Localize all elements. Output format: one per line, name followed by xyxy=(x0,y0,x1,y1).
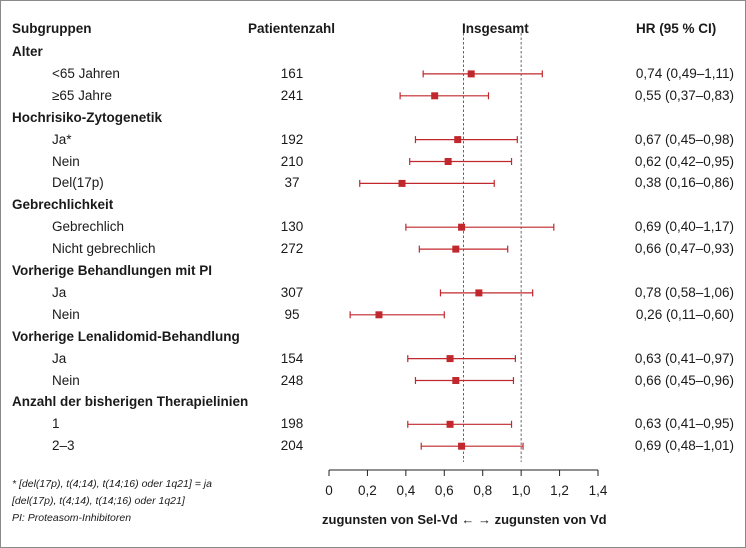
footnote-line-1: * [del(17p), t(4;14), t(14;16) oder 1q21… xyxy=(12,478,212,490)
hr-marker xyxy=(458,442,466,450)
subgroup-label: ≥65 Jahre xyxy=(52,87,112,103)
hr-marker xyxy=(446,355,454,363)
x-axis-label: zugunsten von Sel-Vd ← → zugunsten von V… xyxy=(322,512,607,527)
patient-count: 130 xyxy=(280,219,304,235)
group-label: Alter xyxy=(12,44,43,59)
footnote-line-2: [del(17p), t(4;14), t(14;16) oder 1q21] xyxy=(12,495,185,507)
subgroup-label: Ja xyxy=(52,284,67,300)
x-tick-label-1: 0,2 xyxy=(358,483,377,498)
patient-count: 37 xyxy=(284,175,300,191)
hr-marker xyxy=(375,311,383,319)
hr-marker xyxy=(458,223,466,231)
patient-count: 210 xyxy=(280,153,304,169)
subgroup-label: Nein xyxy=(52,306,80,322)
hr-value: 0,55 (0,37–0,83) xyxy=(634,87,734,103)
header-overall: Insgesamt xyxy=(462,21,529,36)
subgroup-label: Gebrechlich xyxy=(52,219,125,235)
header-subgroups: Subgruppen xyxy=(12,21,92,36)
header-hr: HR (95 % CI) xyxy=(636,21,717,36)
hr-value: 0,66 (0,47–0,93) xyxy=(634,241,734,257)
group-label: Gebrechlichkeit xyxy=(12,197,114,213)
patient-count: 204 xyxy=(280,438,304,454)
hr-marker xyxy=(452,245,460,253)
hr-value: 0,69 (0,48–1,01) xyxy=(634,438,734,454)
hr-marker xyxy=(431,92,439,100)
hr-value: 0,69 (0,40–1,17) xyxy=(634,219,734,235)
hr-value: 0,26 (0,11–0,60) xyxy=(635,306,734,322)
hr-value: 0,38 (0,16–0,86) xyxy=(634,175,734,191)
subgroup-label: Nein xyxy=(52,153,80,169)
patient-count: 272 xyxy=(280,241,304,257)
subgroup-label: 1 xyxy=(52,416,60,432)
hr-value: 0,63 (0,41–0,97) xyxy=(634,350,734,366)
patient-count: 95 xyxy=(284,306,300,322)
hr-marker xyxy=(467,70,475,78)
subgroup-label: Ja xyxy=(52,350,67,366)
x-tick-label-2: 0,4 xyxy=(396,483,415,498)
hr-value: 0,67 (0,45–0,98) xyxy=(634,131,734,147)
hr-marker xyxy=(475,289,483,297)
hr-marker xyxy=(398,179,406,187)
hr-value: 0,78 (0,58–1,06) xyxy=(634,284,734,300)
hr-value: 0,62 (0,42–0,95) xyxy=(634,153,734,169)
patient-count: 248 xyxy=(280,372,304,388)
patient-count: 154 xyxy=(280,350,304,366)
patient-count: 307 xyxy=(280,284,304,300)
group-label: Vorherige Behandlungen mit PI xyxy=(12,263,213,278)
x-tick-label-4: 0,8 xyxy=(473,483,492,498)
group-label: Anzahl der bisherigen Therapielinien xyxy=(12,394,249,410)
subgroup-label: 2–3 xyxy=(52,438,75,454)
hr-value: 0,74 (0,49–1,11) xyxy=(635,65,734,81)
x-tick-label-0: 0 xyxy=(325,483,333,498)
subgroup-label: Ja* xyxy=(52,131,72,147)
footnote-line-3: PI: Proteasom-Inhibitoren xyxy=(12,512,132,524)
subgroup-label: Nicht gebrechlich xyxy=(52,241,156,257)
x-tick-label-3: 0,6 xyxy=(435,483,454,498)
header-patients: Patientenzahl xyxy=(248,21,336,36)
hr-value: 0,63 (0,41–0,95) xyxy=(634,416,734,432)
hr-marker xyxy=(452,377,460,384)
hr-marker xyxy=(454,136,462,144)
group-label: Hochrisiko-Zytogenetik xyxy=(12,109,163,125)
x-tick-label-6: 1,2 xyxy=(550,483,569,498)
group-label: Vorherige Lenalidomid-Behandlung xyxy=(12,328,240,344)
hr-marker xyxy=(444,158,452,165)
hr-marker xyxy=(446,420,454,428)
patient-count: 241 xyxy=(280,87,304,103)
subgroup-label: Del(17p) xyxy=(52,175,104,191)
subgroup-label: Nein xyxy=(52,372,80,388)
patient-count: 198 xyxy=(280,416,304,432)
patient-count: 161 xyxy=(280,65,304,81)
hr-value: 0,66 (0,45–0,96) xyxy=(634,372,734,388)
x-tick-label-7: 1,4 xyxy=(589,483,608,498)
patient-count: 192 xyxy=(280,131,304,147)
subgroup-label: <65 Jahren xyxy=(52,65,120,81)
x-tick-label-5: 1,0 xyxy=(512,483,531,498)
